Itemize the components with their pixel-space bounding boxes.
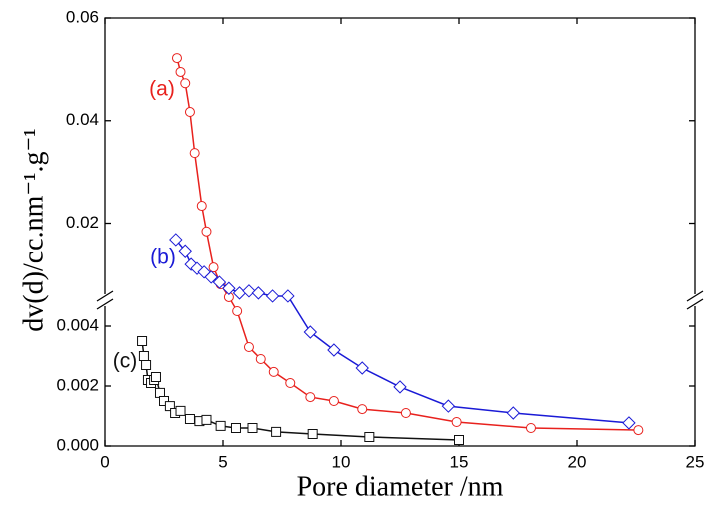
point — [255, 354, 266, 364]
point — [175, 405, 186, 416]
point — [364, 432, 375, 442]
x-tick-label: 10 — [332, 452, 351, 471]
point — [222, 281, 236, 295]
point — [180, 78, 191, 89]
y-tick-label: 0.06 — [66, 7, 99, 26]
point — [242, 284, 256, 298]
point — [355, 361, 369, 375]
point — [454, 435, 464, 445]
point — [138, 351, 149, 361]
axis-frame — [104, 17, 696, 447]
point — [328, 396, 339, 406]
y-axis-title: dv(d)/cc.nm⁻¹.g⁻¹ — [18, 128, 49, 331]
point — [196, 201, 207, 212]
x-tick-label: 0 — [100, 452, 109, 471]
point — [184, 107, 195, 118]
series-label: (c) — [113, 350, 138, 373]
point — [441, 399, 456, 413]
point — [171, 53, 182, 64]
series-label: (a) — [149, 78, 175, 101]
point — [265, 289, 280, 303]
point — [285, 378, 296, 388]
point — [150, 372, 161, 382]
x-tick-label: 15 — [450, 452, 469, 471]
point — [204, 270, 218, 284]
y-tick-label: 0.02 — [66, 213, 99, 232]
y-tick-label: 0.04 — [66, 110, 99, 129]
point — [232, 306, 243, 316]
point — [215, 420, 226, 431]
series-label: (b) — [150, 246, 176, 269]
point — [243, 342, 254, 352]
point — [400, 408, 411, 418]
point — [307, 429, 318, 439]
point — [622, 416, 636, 430]
point — [212, 275, 227, 289]
point — [230, 423, 241, 433]
point — [137, 336, 148, 346]
x-tick-label: 20 — [568, 452, 587, 471]
point — [451, 417, 462, 427]
x-tick-label: 25 — [686, 452, 705, 471]
point — [251, 286, 266, 300]
point — [159, 396, 169, 406]
point — [393, 380, 407, 394]
y-tick-label: 0.004 — [56, 315, 99, 334]
point — [189, 148, 200, 159]
point — [208, 262, 219, 273]
point — [247, 423, 258, 433]
series-line — [176, 57, 639, 431]
x-axis-title: Pore diameter /nm — [297, 471, 504, 502]
point — [201, 414, 212, 425]
point — [175, 66, 186, 77]
point — [268, 366, 279, 377]
point — [327, 343, 341, 357]
point — [633, 425, 644, 436]
point — [169, 233, 183, 247]
point — [201, 226, 212, 237]
axis-break — [686, 290, 704, 310]
point — [164, 401, 175, 412]
point — [303, 325, 318, 339]
y-tick-label: 0.002 — [56, 375, 99, 394]
point — [178, 244, 192, 258]
x-tick-label: 5 — [218, 452, 227, 471]
point — [271, 426, 282, 437]
axis-break — [96, 290, 114, 310]
point — [232, 286, 247, 300]
point — [506, 406, 520, 420]
point — [281, 289, 295, 303]
point — [525, 423, 536, 433]
point — [357, 404, 368, 415]
y-tick-label: 0.000 — [56, 435, 99, 454]
point — [305, 392, 316, 403]
point — [184, 414, 195, 424]
point — [141, 360, 152, 370]
